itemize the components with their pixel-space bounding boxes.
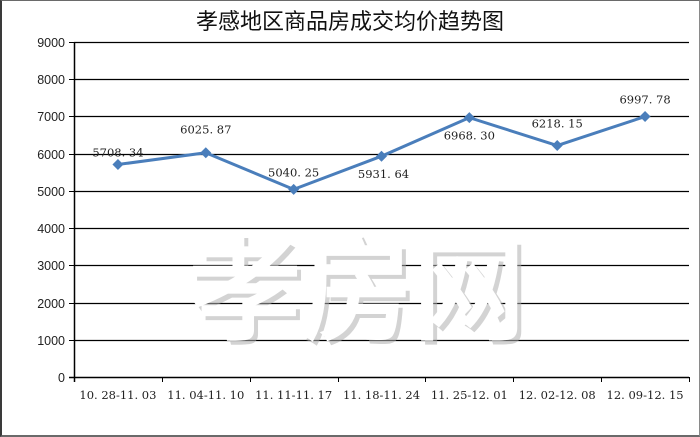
data-label: 5931. 64 xyxy=(358,167,409,181)
y-tick-label: 9000 xyxy=(37,36,65,50)
x-tick-label: 10. 28-11. 03 xyxy=(79,388,156,402)
data-label: 5040. 25 xyxy=(268,165,319,179)
diamond-marker xyxy=(112,159,124,171)
diamond-marker xyxy=(551,140,563,152)
data-label: 6218. 15 xyxy=(532,117,583,131)
watermark-shadow: 孝房网 xyxy=(193,231,529,361)
chart-title: 孝感地区商品房成交均价趋势图 xyxy=(196,10,504,35)
data-series xyxy=(112,111,651,195)
y-tick-label: 4000 xyxy=(37,222,65,236)
y-axis-ticks: 0 1000 2000 3000 4000 5000 6000 7000 8000 9000 xyxy=(37,36,74,385)
y-tick-label: 6000 xyxy=(37,148,65,162)
x-tick-label: 11. 25-12. 01 xyxy=(431,388,508,402)
data-label: 5708. 34 xyxy=(92,146,143,160)
x-tick-label: 11. 18-11. 24 xyxy=(343,388,420,402)
data-labels: 5708. 34 6025. 87 5040. 25 5931. 64 6968. 30… xyxy=(92,93,670,182)
watermark-text: 孝房网 xyxy=(189,227,525,357)
diamond-marker xyxy=(200,147,212,159)
x-tick-label: 12. 02-12. 08 xyxy=(519,388,596,402)
data-label: 6968. 30 xyxy=(444,129,495,143)
x-tick-label: 12. 09-12. 15 xyxy=(607,388,684,402)
y-tick-label: 2000 xyxy=(37,297,65,311)
diamond-marker xyxy=(288,183,300,195)
diamond-marker xyxy=(463,112,475,124)
x-axis-ticks: 10. 28-11. 03 11. 04-11. 10 11. 11-11. 17 1… xyxy=(74,377,690,402)
y-tick-label: 0 xyxy=(58,371,65,385)
diamond-marker xyxy=(376,150,387,162)
y-tick-label: 7000 xyxy=(37,110,65,124)
x-tick-label: 11. 04-11. 10 xyxy=(167,388,244,402)
y-tick-label: 5000 xyxy=(37,185,65,199)
y-tick-label: 1000 xyxy=(37,334,65,348)
y-tick-label: 8000 xyxy=(37,73,65,87)
data-label: 6025. 87 xyxy=(180,123,231,137)
watermark: 孝房网 孝房网 xyxy=(189,227,529,361)
diamond-marker xyxy=(639,111,651,123)
x-tick-label: 11. 11-11. 17 xyxy=(255,388,332,402)
data-label: 6997. 78 xyxy=(619,93,670,107)
axes xyxy=(69,42,689,382)
y-tick-label: 3000 xyxy=(37,259,65,273)
